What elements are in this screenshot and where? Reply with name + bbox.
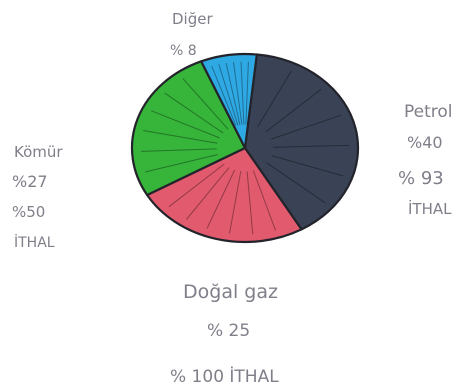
pie-slice-diger: [200, 52, 258, 150]
petrol-label-import-share: % 93: [398, 168, 444, 189]
komur-label-import: İTHAL: [14, 233, 55, 251]
dogalgaz-label-name: Doğal gaz: [183, 281, 278, 303]
komur-label-share: %27: [12, 172, 48, 191]
komur-label-import-share: %50: [12, 203, 45, 221]
diger-label-share: % 8: [170, 43, 197, 59]
diger-label: Diğer % 8: [170, 10, 213, 59]
pie-slice-texture-petrol: [257, 70, 349, 204]
komur-label: Kömür %27 %50 İTHAL: [12, 143, 63, 251]
diger-label-name: Diğer: [172, 10, 213, 28]
dogalgaz-label-share: % 25: [207, 321, 250, 341]
pie-slice-texture-komur: [141, 78, 229, 173]
dogalgaz-label-import: % 100 İTHAL: [170, 366, 279, 387]
pie-slice-texture-dogalgaz: [168, 163, 277, 235]
pie-slice-texture-diger: [211, 61, 249, 126]
komur-label-name: Kömür: [14, 143, 63, 161]
petrol-label-name: Petrol: [404, 102, 453, 122]
pie-slice-komur: [130, 60, 247, 197]
petrol-label: Petrol %40 % 93 İTHAL: [398, 102, 453, 218]
petrol-label-import: İTHAL: [408, 199, 452, 218]
pie-slice-petrol: [243, 53, 360, 231]
petrol-label-share: %40: [407, 133, 443, 152]
pie-slices: [130, 52, 360, 244]
pie-slice-dogalgaz: [146, 146, 303, 244]
dogalgaz-label: Doğal gaz % 25 % 100 İTHAL: [170, 281, 279, 387]
